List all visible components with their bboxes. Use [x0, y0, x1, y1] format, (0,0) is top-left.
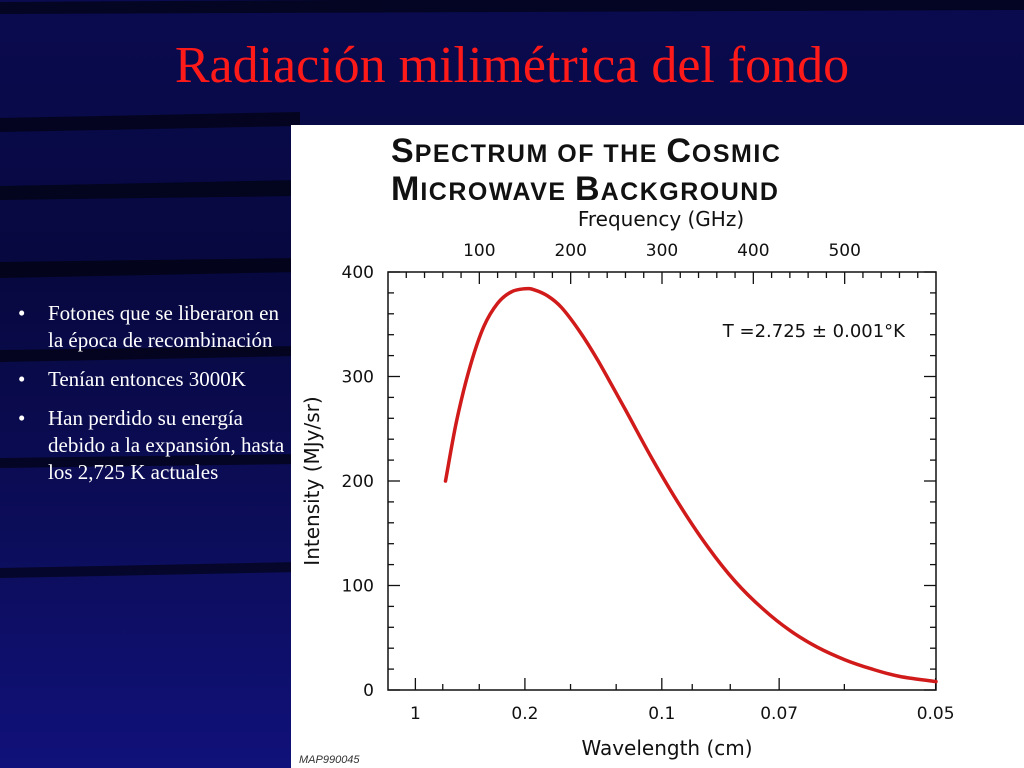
chart-panel: SPECTRUM OF THE COSMIC MICROWAVE BACKGRO…: [291, 125, 1024, 768]
chart-title-line-1: SPECTRUM OF THE COSMIC: [391, 132, 781, 170]
tick-label: 0: [363, 681, 374, 701]
tick-label: 0.2: [511, 704, 538, 724]
tick-label: 1: [410, 704, 421, 724]
y-axis-label: Intensity (MJy/sr): [300, 396, 324, 565]
axis-ticks: [388, 271, 937, 691]
tick-label: 300: [646, 241, 678, 261]
tick-labels: 0 100 200 300 400 100 200 300 400 500 1 0.2 0.1 0.07 0…: [342, 241, 955, 724]
chart-title-rest: ICROWAVE: [420, 178, 575, 206]
tick-label: 200: [554, 241, 586, 261]
chart-title-initial: S: [391, 132, 415, 170]
tick-label: 100: [342, 577, 374, 597]
chart-title-rest: OSMIC: [692, 140, 781, 168]
bullet-item: • Fotones que se liberaron en la época de…: [14, 300, 294, 354]
chart-title-line-2: MICROWAVE BACKGROUND: [391, 170, 779, 208]
spectrum-curve: [443, 286, 938, 684]
bullet-item: • Tenían entonces 3000K: [14, 366, 294, 393]
bullet-icon: •: [18, 301, 26, 325]
chart-title-initial: C: [666, 132, 692, 170]
tick-label: 500: [828, 241, 860, 261]
chart-title-rest: ACKGROUND: [601, 178, 780, 206]
bullet-text: Han perdido su energía debido a la expan…: [48, 406, 285, 484]
chart-title-rest: PECTRUM OF THE: [415, 140, 667, 168]
tick-label: 200: [342, 472, 374, 492]
bullet-item: • Han perdido su energía debido a la expa…: [14, 405, 294, 486]
tick-label: 300: [342, 368, 374, 388]
bullet-text: Fotones que se liberaron en la época de …: [48, 301, 279, 352]
temperature-annotation: T =2.725 ± 0.001°K: [722, 321, 906, 342]
tick-label: 0.05: [917, 704, 955, 724]
top-axis-label: Frequency (GHz): [578, 207, 744, 231]
tick-label: 400: [737, 241, 769, 261]
tick-label: 400: [342, 263, 374, 283]
bullet-icon: •: [18, 367, 26, 391]
tick-label: 0.1: [648, 704, 675, 724]
x-axis-label: Wavelength (cm): [581, 736, 752, 760]
image-credit: MAP990045: [299, 754, 360, 766]
tick-label: 0.07: [760, 704, 798, 724]
bullet-icon: •: [18, 406, 26, 430]
chart-title-initial: B: [575, 170, 601, 208]
slide-title: Radiación milimétrica del fondo: [174, 37, 850, 94]
bullet-text: Tenían entonces 3000K: [48, 367, 246, 391]
chart-title-initial: M: [391, 170, 420, 208]
tick-label: 100: [463, 241, 495, 261]
bullet-list: • Fotones que se liberaron en la época de…: [14, 300, 294, 498]
cmb-spectrum-chart: SPECTRUM OF THE COSMIC MICROWAVE BACKGRO…: [299, 132, 955, 766]
